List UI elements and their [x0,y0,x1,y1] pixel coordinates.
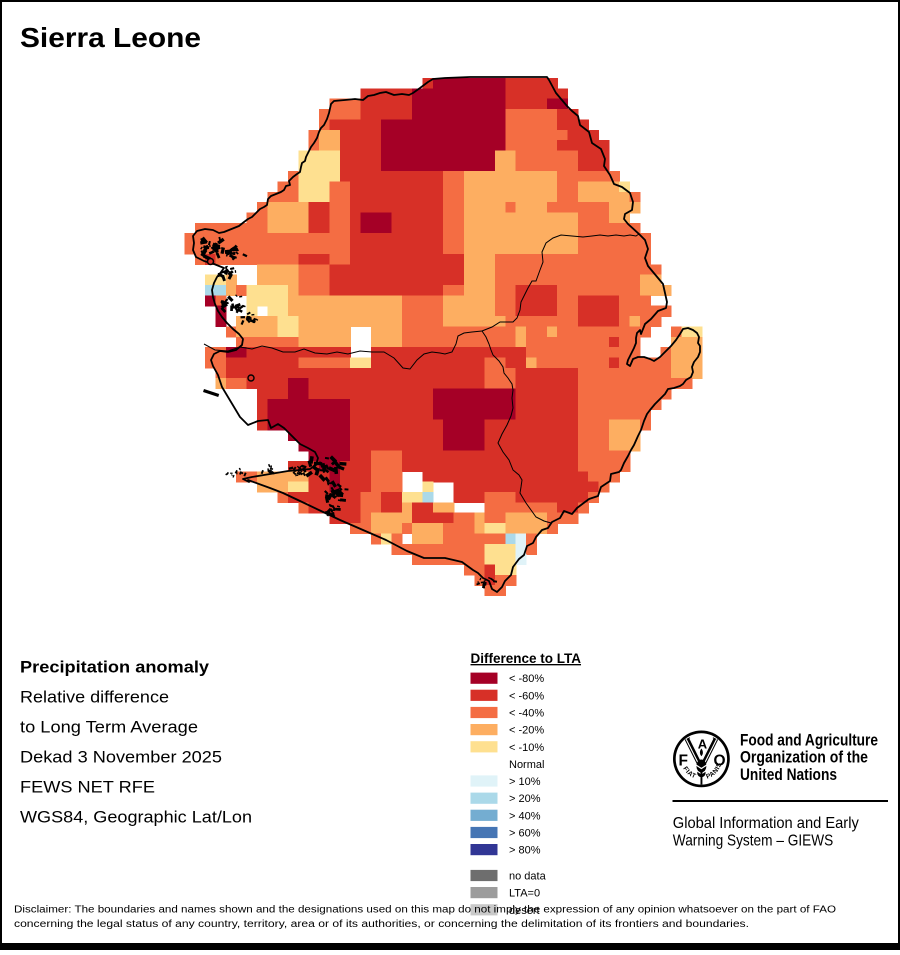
svg-text:> 40%: > 40% [509,810,541,822]
svg-text:Disclaimer: The boundaries and: Disclaimer: The boundaries and names sho… [14,905,837,916]
svg-text:FEWS NET RFE: FEWS NET RFE [20,779,155,797]
svg-text:> 80%: > 80% [509,845,541,857]
svg-text:> 60%: > 60% [509,828,541,840]
svg-text:concerning the legal status of: concerning the legal status of any count… [14,919,749,930]
svg-text:LTA=0: LTA=0 [509,888,540,900]
svg-text:Sierra Leone: Sierra Leone [20,22,201,53]
svg-text:> 10%: > 10% [509,776,541,788]
svg-text:no data: no data [509,871,547,883]
svg-text:Normal: Normal [509,759,544,771]
svg-text:Dekad 3 November 2025: Dekad 3 November 2025 [20,749,222,767]
svg-text:Warning System – GIEWS: Warning System – GIEWS [673,832,834,849]
svg-text:to Long Term Average: to Long Term Average [20,719,198,737]
svg-text:WGS84, Geographic Lat/Lon: WGS84, Geographic Lat/Lon [20,809,252,827]
svg-text:> 20%: > 20% [509,793,541,805]
svg-text:A: A [698,737,708,752]
svg-text:Difference to LTA: Difference to LTA [471,651,582,666]
svg-text:Relative difference: Relative difference [20,689,169,707]
svg-text:Organization of the: Organization of the [740,749,868,767]
svg-text:F: F [679,753,688,770]
svg-text:< -10%: < -10% [509,742,544,754]
svg-text:< -20%: < -20% [509,725,544,737]
svg-text:< -60%: < -60% [509,690,544,702]
svg-text:O: O [714,753,726,770]
svg-text:Food and Agriculture: Food and Agriculture [740,731,878,749]
svg-text:desert: desert [509,905,540,917]
svg-text:Global Information and Early: Global Information and Early [673,815,859,832]
svg-text:Precipitation anomaly: Precipitation anomaly [20,659,210,677]
svg-text:< -40%: < -40% [509,708,544,720]
svg-text:United Nations: United Nations [740,766,837,784]
svg-text:< -80%: < -80% [509,673,544,685]
